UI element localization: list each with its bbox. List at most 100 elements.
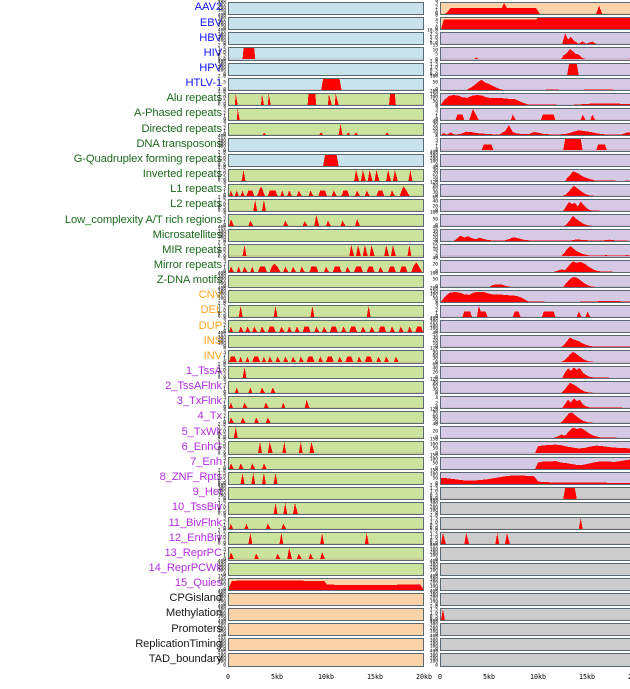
track-label-ins: INS	[0, 336, 222, 347]
track-label-tad-boundary: TAD_boundary	[0, 654, 222, 665]
track-label-15-quies: 15_Quies	[0, 578, 222, 589]
plot-area	[228, 426, 424, 439]
track-label-methylation: Methylation	[0, 608, 222, 619]
plot-area	[440, 441, 630, 454]
y-tick-label: 2.0	[218, 75, 226, 80]
plot-area	[440, 184, 630, 197]
track-label-1-tssa: 1_TssA	[0, 366, 222, 377]
track-label-dna-transposons: DNA transposons	[0, 139, 222, 150]
track-label-9-het: 9_Het	[0, 487, 222, 498]
plot-area	[440, 169, 630, 182]
plot-area	[440, 214, 630, 227]
plot-area	[228, 47, 424, 60]
plot-area	[228, 411, 424, 424]
plot-area	[440, 457, 630, 470]
plot-area	[228, 441, 424, 454]
plot-area	[228, 229, 424, 242]
track-label-inverted-repeats: Inverted repeats	[0, 169, 222, 180]
plot-area	[440, 320, 630, 333]
track-label-replicationtiming: ReplicationTiming	[0, 639, 222, 650]
track-label-cpgisland: CPGisland	[0, 593, 222, 604]
plot-area	[440, 350, 630, 363]
plot-area	[440, 411, 630, 424]
track-label-mirror-repeats: Mirror repeats	[0, 260, 222, 271]
plot-area	[440, 608, 630, 621]
y-tick-label: 40	[432, 424, 438, 429]
plot-area	[440, 229, 630, 242]
plot-area	[228, 638, 424, 651]
plot-area	[440, 2, 630, 15]
track-label-4-tx: 4_Tx	[0, 411, 222, 422]
plot-area	[228, 93, 424, 106]
track-label-6-enhg: 6_EnhG	[0, 442, 222, 453]
plot-area	[440, 244, 630, 257]
x-tick-label: 10kb	[318, 674, 334, 681]
plot-area	[440, 305, 630, 318]
y-tick-label: 50	[432, 218, 438, 223]
plot-area	[440, 381, 630, 394]
plot-area	[440, 653, 630, 666]
plot-area	[440, 366, 630, 379]
track-label-l2-repeats: L2 repeats	[0, 199, 222, 210]
plot-area	[440, 487, 630, 500]
plot-area	[228, 487, 424, 500]
plot-area	[440, 78, 630, 91]
plot-area	[228, 350, 424, 363]
y-tick-label: 20	[432, 430, 438, 435]
plot-area	[440, 32, 630, 45]
plot-area	[228, 154, 424, 167]
plot-area	[228, 260, 424, 273]
plot-area	[440, 260, 630, 273]
plot-area	[228, 138, 424, 151]
track-label-cnv: CNV	[0, 290, 222, 301]
plot-area	[228, 2, 424, 15]
track-label-a-phased-repeats: A-Phased repeats	[0, 108, 222, 119]
track-label-l1-repeats: L1 repeats	[0, 184, 222, 195]
y-tick-label: 50	[432, 279, 438, 284]
track-label-z-dna-motifs: Z-DNA motifs	[0, 275, 222, 286]
track-label-dup: DUP	[0, 321, 222, 332]
plot-area	[228, 472, 424, 485]
plot-area	[228, 396, 424, 409]
